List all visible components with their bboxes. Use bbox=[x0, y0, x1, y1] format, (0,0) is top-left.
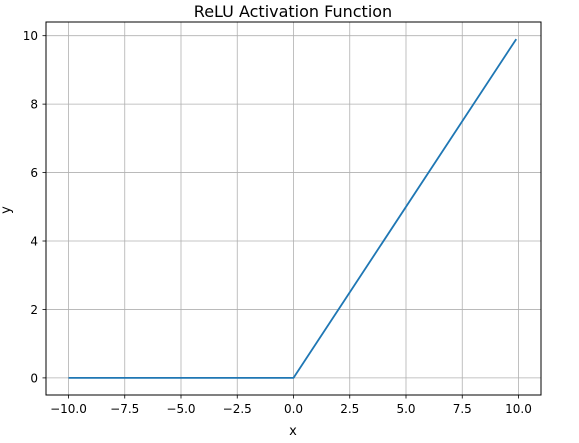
grid-lines bbox=[46, 22, 541, 395]
y-tick-label: 4 bbox=[30, 235, 38, 249]
series-layer bbox=[68, 38, 518, 379]
x-tick-label: −5.0 bbox=[166, 402, 195, 416]
x-tick-label: 5.0 bbox=[396, 402, 415, 416]
x-tick-label: 0.0 bbox=[284, 402, 303, 416]
y-tick-label: 2 bbox=[30, 303, 38, 317]
x-tick-label: 7.5 bbox=[453, 402, 472, 416]
y-tick-label: 6 bbox=[30, 166, 38, 180]
chart-title: ReLU Activation Function bbox=[194, 2, 392, 21]
x-tick-label: −10.0 bbox=[50, 402, 87, 416]
y-axis-label: y bbox=[0, 206, 14, 214]
x-tick-label: −7.5 bbox=[110, 402, 139, 416]
y-axis-ticks: 0 2 4 6 8 10 bbox=[23, 29, 46, 385]
x-tick-label: 2.5 bbox=[340, 402, 359, 416]
x-tick-label: −2.5 bbox=[223, 402, 252, 416]
y-tick-label: 10 bbox=[23, 29, 38, 43]
x-axis-label: x bbox=[289, 424, 297, 439]
x-axis-ticks: −10.0 −7.5 −5.0 −2.5 0.0 2.5 5.0 7.5 10.0 bbox=[50, 395, 532, 416]
y-tick-label: 0 bbox=[30, 371, 38, 385]
relu-series-line bbox=[68, 38, 518, 379]
x-tick-label: 10.0 bbox=[505, 402, 532, 416]
y-tick-label: 8 bbox=[30, 98, 38, 112]
